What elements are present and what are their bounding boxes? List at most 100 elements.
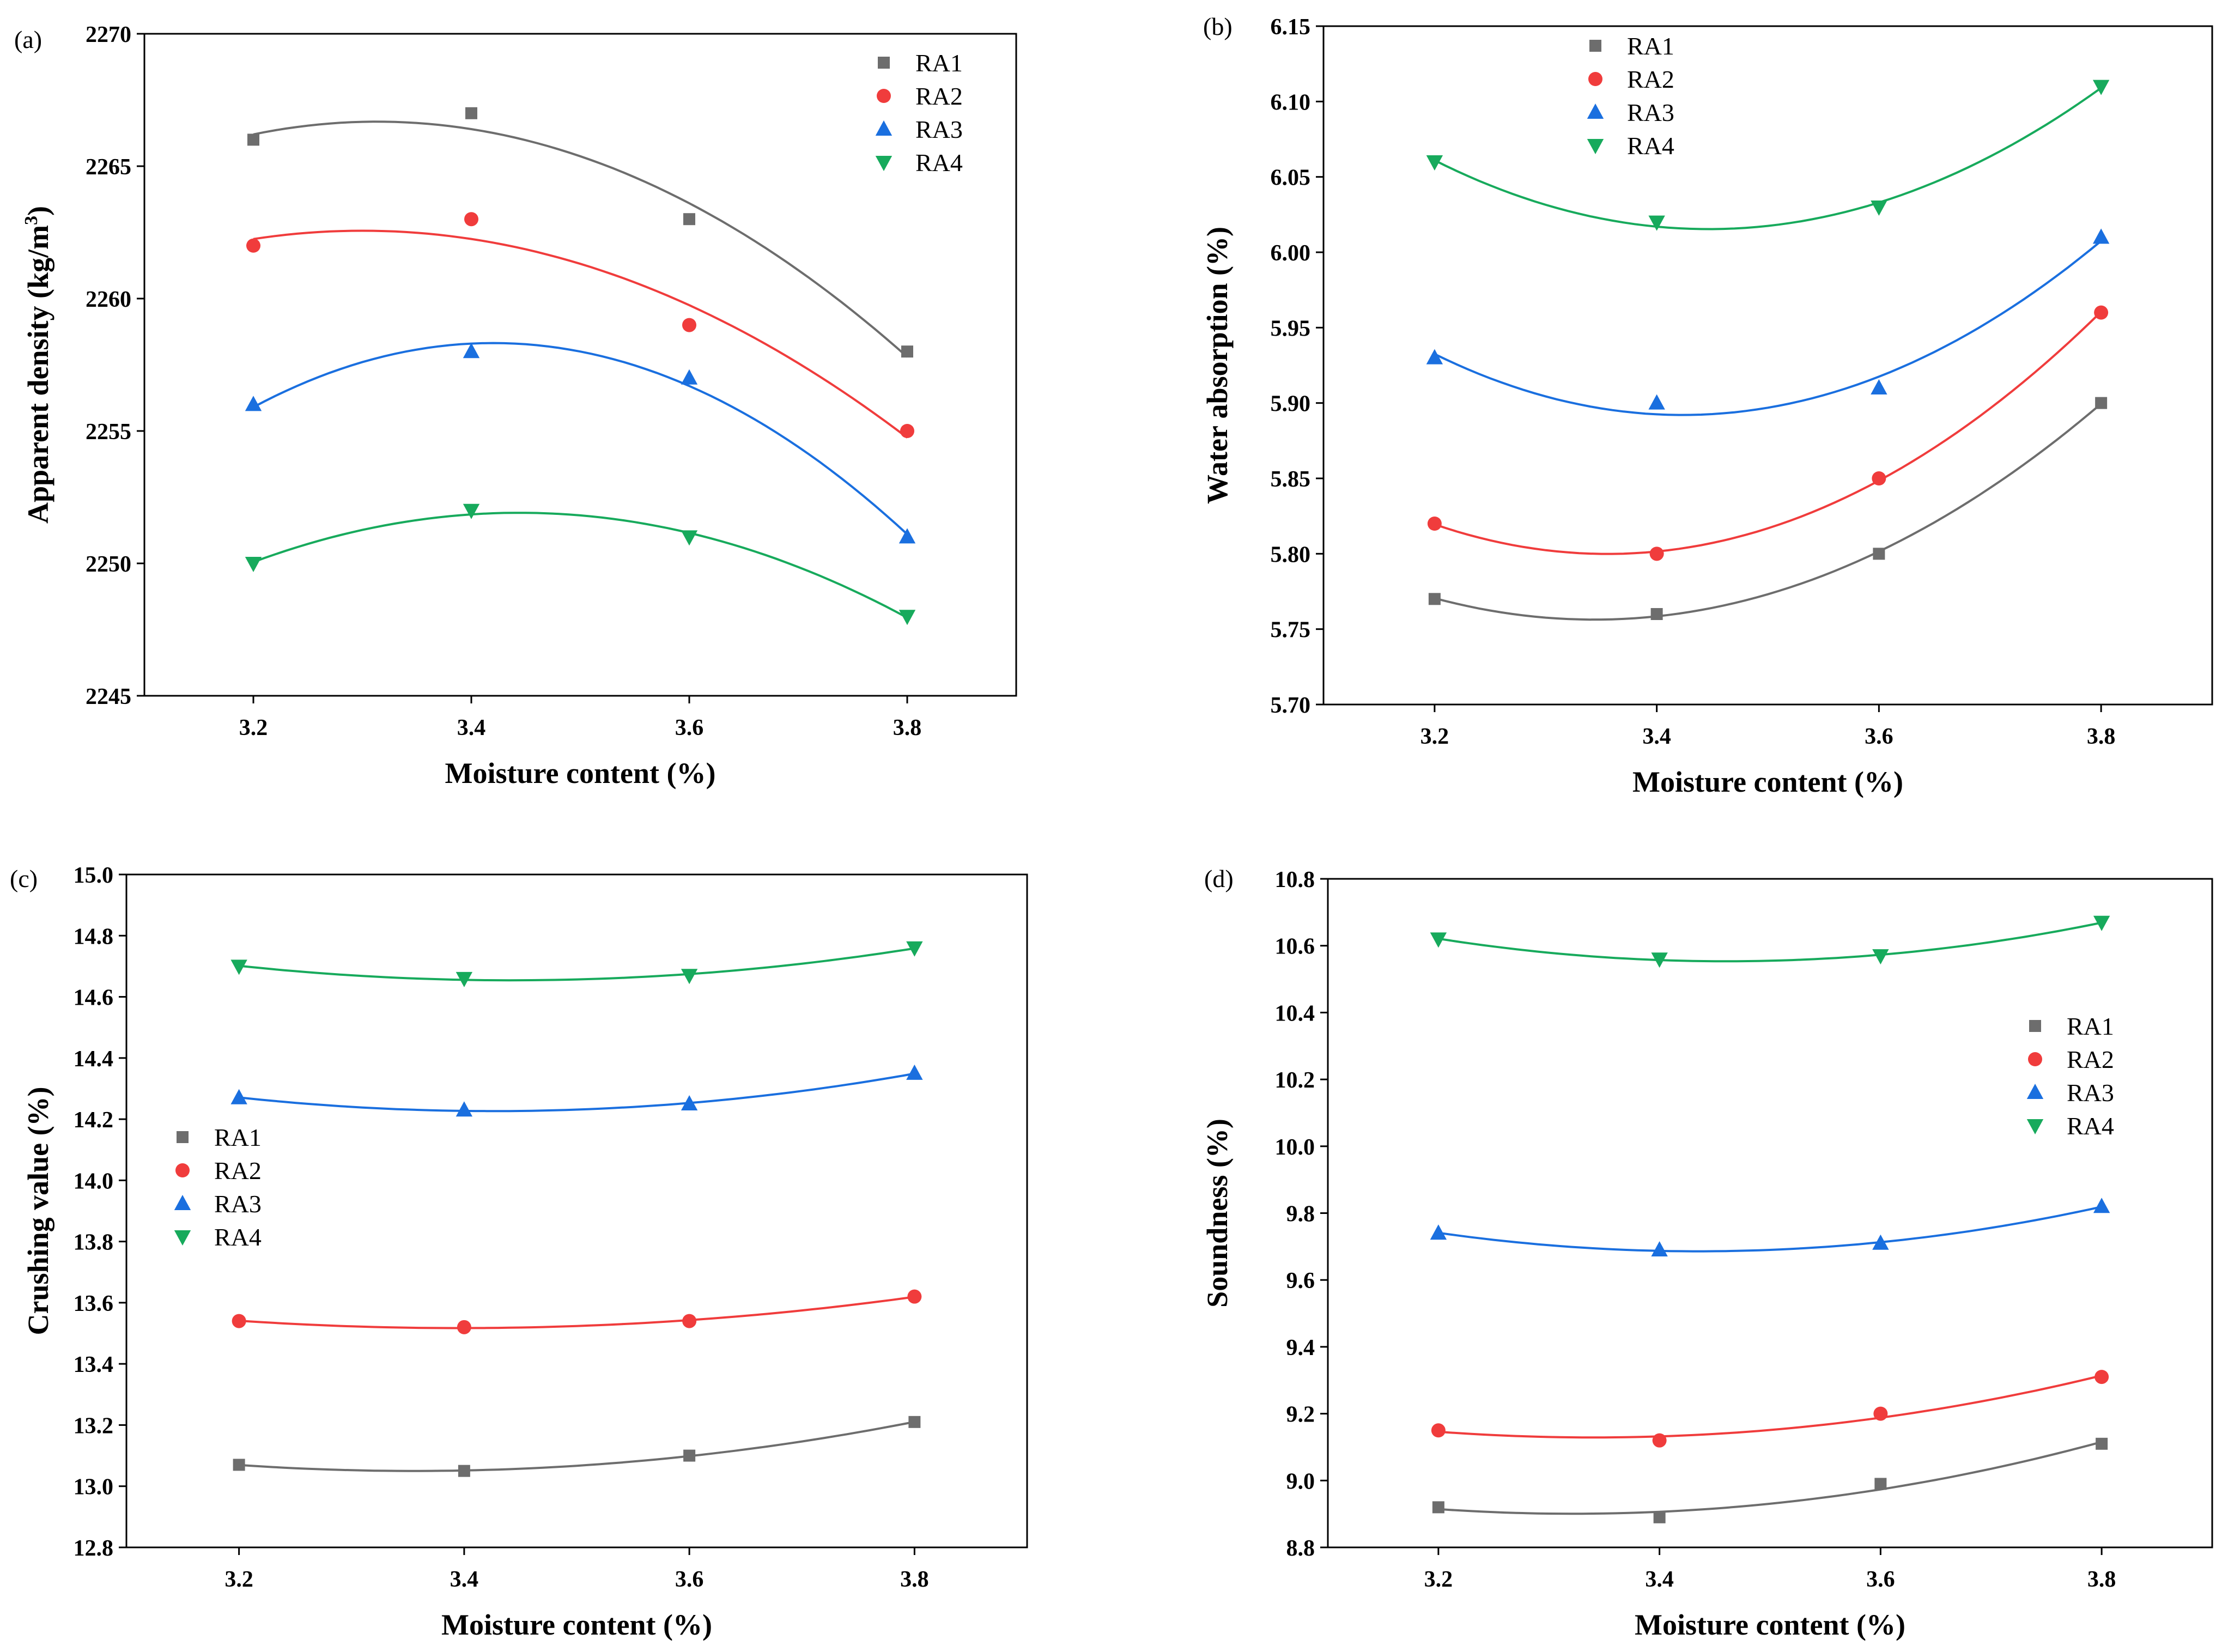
data-point-ra4 bbox=[681, 969, 698, 985]
legend-marker-ra1 bbox=[177, 1131, 189, 1143]
legend-label-ra3: RA3 bbox=[2067, 1079, 2114, 1107]
data-point-ra3 bbox=[898, 528, 916, 544]
y-tick-label: 8.8 bbox=[1286, 1536, 1315, 1561]
data-point-ra2 bbox=[1649, 546, 1664, 561]
chart-panel-c: (c) 3.2 3.4 3.6 3.8 12.8 13.0 13.2 13.4 13.6 13.8 1… bbox=[10, 863, 1028, 1641]
legend-label-ra4: RA4 bbox=[915, 149, 963, 177]
data-point-ra2 bbox=[246, 238, 260, 253]
data-point-ra2 bbox=[682, 318, 696, 332]
fit-line-ra3 bbox=[239, 1072, 915, 1113]
chart-panel-a: (a) 3.2 3.4 3.6 3.8 2245 2250 2255 2260 2265 2270 M… bbox=[14, 22, 1017, 789]
panel-label: (d) bbox=[1204, 865, 1234, 892]
data-point-ra4 bbox=[2092, 80, 2110, 95]
legend-label-ra2: RA2 bbox=[214, 1157, 262, 1185]
data-point-ra2 bbox=[1873, 1406, 1888, 1421]
x-tick-label: 3.6 bbox=[675, 715, 704, 740]
legend-label-ra4: RA4 bbox=[214, 1223, 262, 1251]
x-tick-label: 3.8 bbox=[2087, 1567, 2116, 1592]
data-point-ra2 bbox=[1427, 517, 1442, 531]
x-tick-label: 3.8 bbox=[893, 715, 922, 740]
x-tick-label: 3.6 bbox=[675, 1567, 704, 1592]
legend-marker-ra4 bbox=[1587, 139, 1604, 154]
data-point-ra1 bbox=[683, 213, 695, 226]
y-tick-label: 5.75 bbox=[1271, 618, 1311, 643]
data-point-ra3 bbox=[681, 369, 698, 385]
fit-line-ra2 bbox=[253, 229, 908, 439]
y-tick-label: 2265 bbox=[86, 155, 131, 180]
data-point-ra1 bbox=[1873, 548, 1885, 560]
panel-label: (a) bbox=[14, 26, 42, 53]
data-point-ra2 bbox=[457, 1320, 471, 1334]
data-point-ra1 bbox=[458, 1465, 470, 1477]
y-axis-label: Soundness (%) bbox=[1201, 1119, 1234, 1308]
data-point-ra2 bbox=[1652, 1433, 1667, 1448]
data-point-ra4 bbox=[1430, 932, 1447, 948]
x-tick-label: 3.8 bbox=[2087, 724, 2116, 749]
data-point-ra1 bbox=[1432, 1501, 1444, 1514]
y-tick-label: 2260 bbox=[86, 287, 131, 312]
data-point-ra1 bbox=[1650, 608, 1663, 620]
data-point-ra4 bbox=[898, 610, 916, 625]
x-tick-label: 3.6 bbox=[1866, 1567, 1895, 1592]
y-tick-label: 9.8 bbox=[1286, 1202, 1315, 1227]
data-point-ra1 bbox=[1653, 1511, 1666, 1523]
data-point-ra3 bbox=[1651, 1241, 1668, 1256]
data-point-ra3 bbox=[2093, 1198, 2110, 1213]
data-point-ra2 bbox=[232, 1314, 246, 1328]
data-point-ra4 bbox=[230, 959, 247, 975]
x-tick-label: 3.6 bbox=[1865, 724, 1893, 749]
data-point-ra1 bbox=[901, 345, 913, 358]
y-tick-label: 14.2 bbox=[74, 1108, 114, 1133]
legend-label-ra1: RA1 bbox=[214, 1123, 262, 1151]
y-axis-label-base: Apparent density (kg/m bbox=[22, 225, 54, 524]
data-point-ra3 bbox=[906, 1064, 923, 1080]
x-axis-label: Moisture content (%) bbox=[1632, 766, 1903, 798]
legend: RA1 RA2 RA3 RA4 bbox=[1587, 32, 1674, 160]
y-tick-label: 10.4 bbox=[1275, 1001, 1315, 1026]
y-tick-label: 13.2 bbox=[74, 1413, 114, 1438]
x-tick-label: 3.2 bbox=[1424, 1567, 1453, 1592]
data-point-ra4 bbox=[1648, 215, 1665, 231]
legend-marker-ra4 bbox=[2026, 1119, 2044, 1134]
legend-label-ra4: RA4 bbox=[2067, 1112, 2114, 1140]
fit-line-ra2 bbox=[1434, 311, 2102, 555]
y-tick-label: 2245 bbox=[86, 684, 131, 709]
legend-marker-ra2 bbox=[1588, 72, 1602, 86]
y-tick-label: 5.70 bbox=[1271, 693, 1311, 718]
plot-frame bbox=[1322, 25, 2213, 706]
y-tick-label: 15.0 bbox=[74, 863, 114, 888]
legend-label-ra1: RA1 bbox=[1627, 32, 1674, 60]
data-point-ra3 bbox=[230, 1089, 247, 1104]
panel-label: (b) bbox=[1203, 13, 1233, 40]
fit-line-ra3 bbox=[1434, 240, 2102, 416]
data-point-ra3 bbox=[681, 1095, 698, 1111]
x-tick-label: 3.2 bbox=[1420, 724, 1449, 749]
data-point-ra3 bbox=[245, 396, 262, 411]
data-point-ra1 bbox=[247, 133, 259, 146]
data-point-ra3 bbox=[2092, 228, 2110, 244]
y-tick-label: 13.6 bbox=[74, 1291, 114, 1316]
plot-frame bbox=[143, 33, 1017, 697]
fit-line-ra2 bbox=[1438, 1374, 2102, 1439]
data-point-ra1 bbox=[2096, 1437, 2108, 1450]
legend-label-ra1: RA1 bbox=[915, 49, 963, 77]
x-tick-label: 3.2 bbox=[224, 1567, 253, 1592]
legend-marker-ra4 bbox=[174, 1230, 191, 1246]
chart-panel-d: (d) 3.2 3.4 3.6 3.8 8.8 9.0 9.2 9.4 9.6 9.8 10.0 10.… bbox=[1201, 865, 2213, 1641]
y-tick-label: 9.6 bbox=[1286, 1268, 1315, 1293]
data-point-ra1 bbox=[2095, 397, 2108, 409]
x-tick-label: 3.2 bbox=[239, 715, 268, 740]
y-tick-label: 5.85 bbox=[1271, 467, 1311, 492]
y-axis-label-tail: ) bbox=[22, 206, 54, 216]
y-tick-label: 6.05 bbox=[1271, 166, 1311, 191]
x-tick-label: 3.4 bbox=[1645, 1567, 1674, 1592]
data-point-ra4 bbox=[1871, 201, 1887, 216]
data-point-ra4 bbox=[1872, 949, 1889, 965]
data-point-ra3 bbox=[463, 343, 480, 359]
y-tick-label: 9.0 bbox=[1286, 1469, 1315, 1494]
y-tick-label: 5.95 bbox=[1271, 316, 1311, 341]
data-point-ra1 bbox=[1874, 1478, 1887, 1490]
y-tick-label: 14.4 bbox=[74, 1047, 114, 1072]
data-point-ra2 bbox=[1431, 1423, 1446, 1438]
